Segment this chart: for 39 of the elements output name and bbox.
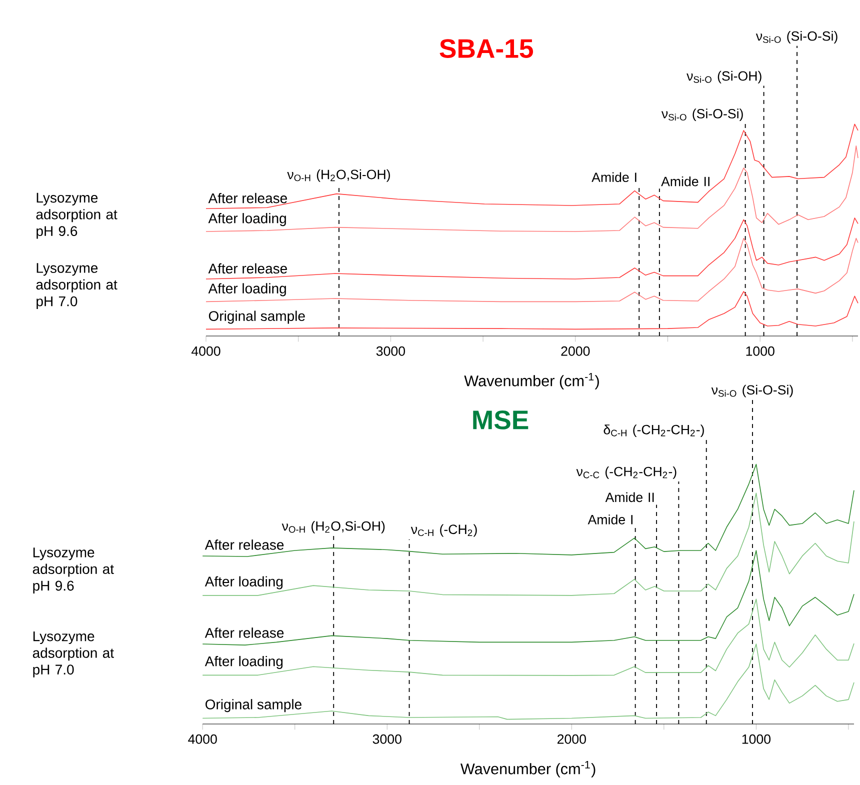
series-label: Original sample (206, 699, 302, 712)
text: Lysozyme adsorption at pH 7.0 (36, 263, 118, 310)
series-label: After release (204, 628, 284, 638)
x-tick-label: 4000 (188, 734, 217, 744)
series-label: After loading (208, 213, 286, 226)
series-label: Original sample (208, 310, 305, 324)
ref-line-label: ν$_{Si-O}$ (Si-OH) (686, 70, 762, 84)
ref-line-label: ν$_{Si-O}$ (Si-O-Si) (711, 384, 793, 398)
ref-line-label: ν$_{C-C}$ (-CH$_{2}$-CH$_{2}$-) (576, 466, 676, 479)
x-tick-label: 3000 (372, 734, 402, 744)
text: Lysozyme adsorption at pH 9.6 (32, 548, 114, 594)
x-tick-label: 3000 (376, 346, 406, 356)
ref-line-label: Amide I (588, 514, 632, 524)
chart-title: SBA-15 (440, 39, 534, 58)
ref-line-label: ν$_{O-H}$ (H$_{2}$O,Si-OH) (282, 520, 385, 534)
x-tick-label: 2000 (561, 346, 590, 356)
text: Lysozyme adsorption at pH 9.6 (36, 192, 118, 239)
ref-line-label: ν$_{Si-O}$ (Si-O-Si) (756, 31, 838, 44)
ref-line-label: ν$_{O-H}$ (H$_{2}$O,Si-OH) (287, 169, 390, 182)
x-tick-label: 1000 (742, 734, 771, 744)
x-tick-label: 1000 (746, 346, 774, 356)
ref-line-label: ν$_{C-H}$ (-CH$_{2}$) (410, 524, 477, 537)
x-axis-title: Wavenumber (cm$^{-1}$) (464, 372, 599, 390)
ref-line-label: Amide II (661, 176, 710, 186)
series-label: After release (208, 263, 287, 274)
series-label: After release (204, 540, 284, 550)
series-label: After loading (204, 656, 283, 670)
ref-line-label: Amide I (592, 172, 636, 182)
ref-line-label: δ$_{C-H}$ (-CH$_{2}$-CH$_{2}$-) (604, 424, 704, 437)
ref-line-label: ν$_{Si-O}$ (Si-O-Si) (661, 108, 743, 122)
x-tick-label: 2000 (558, 734, 586, 744)
chart-title: MSE (473, 410, 528, 430)
series-label: After release (208, 192, 287, 204)
series-label: After loading (208, 283, 286, 296)
x-axis-title: Wavenumber (cm$^{-1}$) (460, 760, 596, 778)
ref-line-label: Amide II (605, 492, 654, 502)
series-label: After loading (204, 576, 283, 590)
text: Lysozyme adsorption at pH 7.0 (32, 631, 114, 678)
x-tick-label: 4000 (191, 346, 220, 356)
